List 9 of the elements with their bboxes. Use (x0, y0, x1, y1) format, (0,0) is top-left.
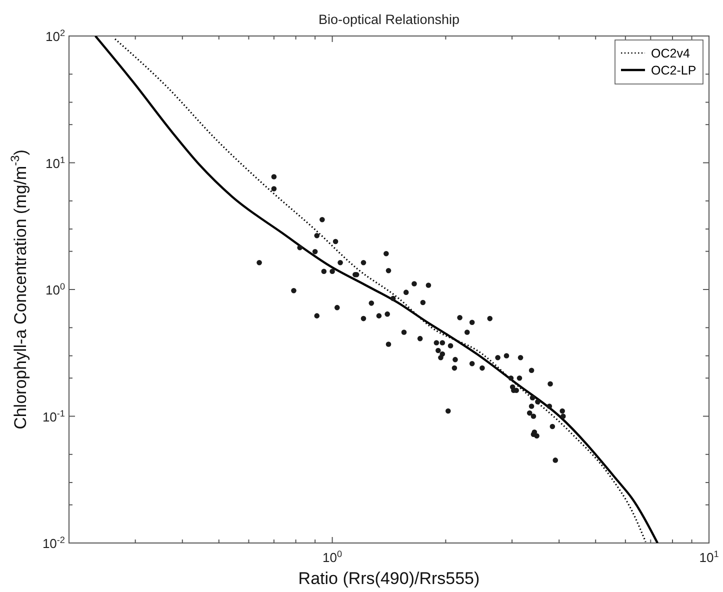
y-tick-label: 10$^{-2}$ (42, 535, 65, 551)
legend-label: OC2-LP (651, 64, 696, 78)
y-tick-label: 10$^{1}$ (45, 154, 65, 171)
y-tick-label: 10$^{0}$ (45, 282, 65, 298)
y-tick-label: 10$^{2}$ (45, 28, 65, 44)
y-tick-label: 10$^{-1}$ (42, 408, 65, 424)
legend-label: OC2v4 (651, 46, 690, 60)
chart-title: Bio-optical Relationship (318, 12, 460, 27)
x-axis-title: Ratio (Rrs(490)/Rrs555) (298, 569, 480, 588)
